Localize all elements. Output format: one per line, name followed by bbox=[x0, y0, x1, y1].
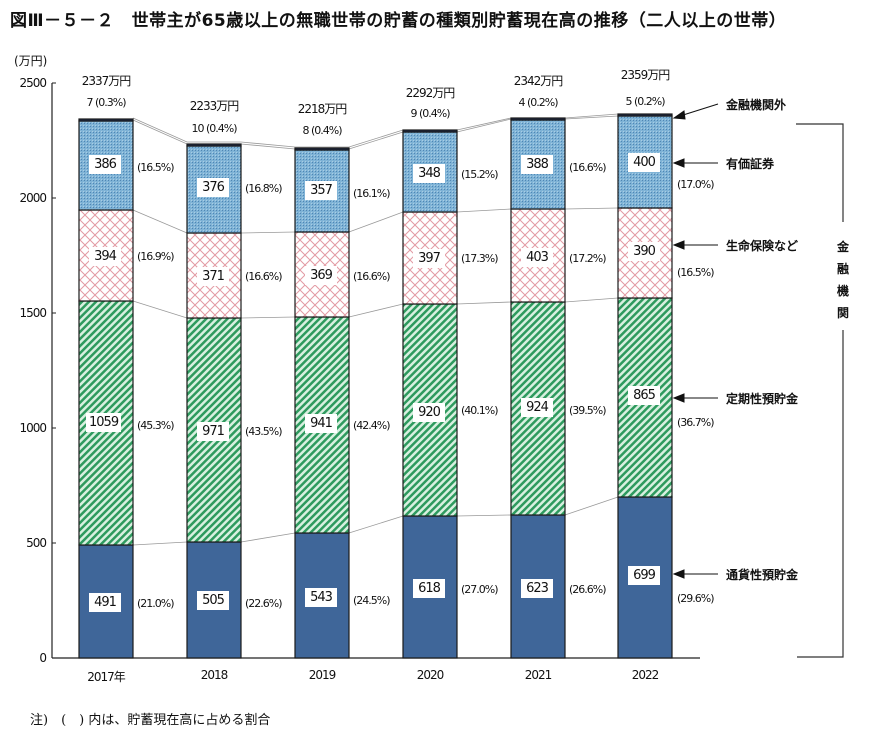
currency-value-2022: 699 bbox=[628, 566, 660, 585]
other-label-2021: 4 (0.2%) bbox=[518, 96, 558, 109]
insurance-pct-2019: (16.6%) bbox=[353, 270, 391, 283]
time-value-2022: 865 bbox=[628, 386, 660, 405]
chart-title: 図Ⅲ－５－２ 世帯主が65歳以上の無職世帯の貯蓄の種類別貯蓄現在高の推移（二人以… bbox=[10, 11, 787, 31]
footnote: 注) ( ) 内は、貯蓄現在高に占める割合 bbox=[30, 713, 271, 728]
time-pct-2017: (45.3%) bbox=[137, 419, 175, 432]
y-tick-1000: 1000 bbox=[19, 421, 47, 435]
y-tick-0: 0 bbox=[39, 651, 47, 665]
currency-pct-2017: (21.0%) bbox=[137, 597, 175, 610]
currency-pct-2021: (26.6%) bbox=[569, 583, 607, 596]
insurance-pct-2022: (16.5%) bbox=[677, 266, 715, 279]
other-label-2020: 9 (0.4%) bbox=[410, 107, 450, 120]
securities-value-2022: 400 bbox=[628, 153, 660, 172]
financial-institution-bracket-label: 金融機関 bbox=[836, 240, 849, 320]
time-pct-2021: (39.5%) bbox=[569, 404, 607, 417]
legend-non-financial: 金融機関外 bbox=[726, 98, 787, 112]
time-pct-2018: (43.5%) bbox=[245, 425, 283, 438]
legend-time-deposit: 定期性預貯金 bbox=[726, 392, 799, 406]
insurance-value-2017: 394 bbox=[89, 247, 121, 266]
x-label-2020: 2020 bbox=[416, 668, 445, 682]
currency-value-2019: 543 bbox=[305, 588, 337, 607]
securities-value-2021: 388 bbox=[521, 155, 553, 174]
securities-pct-2017: (16.5%) bbox=[137, 161, 175, 174]
y-tick-1500: 1500 bbox=[19, 306, 47, 320]
currency-pct-2019: (24.5%) bbox=[353, 594, 391, 607]
total-label-2021: 2342万円 bbox=[513, 74, 564, 88]
securities-value-2020: 348 bbox=[413, 164, 445, 183]
total-label-2017: 2337万円 bbox=[81, 74, 132, 88]
securities-pct-2022: (17.0%) bbox=[677, 178, 715, 191]
other-label-2019: 8 (0.4%) bbox=[302, 124, 342, 137]
currency-value-2018: 505 bbox=[197, 591, 229, 610]
securities-pct-2021: (16.6%) bbox=[569, 161, 607, 174]
y-axis-unit: (万円) bbox=[14, 54, 48, 68]
insurance-pct-2018: (16.6%) bbox=[245, 270, 283, 283]
insurance-value-2018: 371 bbox=[197, 267, 229, 286]
insurance-value-2020: 397 bbox=[413, 249, 445, 268]
securities-pct-2018: (16.8%) bbox=[245, 182, 283, 195]
time-value-2021: 924 bbox=[521, 398, 553, 417]
insurance-pct-2020: (17.3%) bbox=[461, 252, 499, 265]
time-value-2018: 971 bbox=[197, 422, 229, 441]
insurance-pct-2017: (16.9%) bbox=[137, 250, 175, 263]
time-pct-2022: (36.7%) bbox=[677, 416, 715, 429]
legend-currency-deposit: 通貨性預貯金 bbox=[726, 568, 799, 582]
time-value-2020: 920 bbox=[413, 403, 445, 422]
currency-value-2021: 623 bbox=[521, 579, 553, 598]
currency-pct-2018: (22.6%) bbox=[245, 597, 283, 610]
y-tick-2000: 2000 bbox=[19, 191, 47, 205]
insurance-value-2021: 403 bbox=[521, 248, 553, 267]
x-label-2022: 2022 bbox=[631, 668, 660, 682]
other-label-2022: 5 (0.2%) bbox=[625, 95, 665, 108]
time-pct-2019: (42.4%) bbox=[353, 419, 391, 432]
securities-value-2018: 376 bbox=[197, 178, 229, 197]
securities-value-2019: 357 bbox=[305, 181, 337, 200]
total-label-2020: 2292万円 bbox=[405, 86, 456, 100]
x-label-2021: 2021 bbox=[524, 668, 553, 682]
total-label-2019: 2218万円 bbox=[297, 102, 348, 116]
time-pct-2020: (40.1%) bbox=[461, 404, 499, 417]
x-label-2018: 2018 bbox=[200, 668, 229, 682]
x-label-2019: 2019 bbox=[308, 668, 337, 682]
currency-value-2017: 491 bbox=[89, 593, 121, 612]
legend-life-insurance: 生命保険など bbox=[726, 239, 799, 253]
securities-pct-2019: (16.1%) bbox=[353, 187, 391, 200]
other-label-2018: 10 (0.4%) bbox=[191, 122, 237, 135]
y-tick-2500: 2500 bbox=[19, 76, 47, 90]
insurance-pct-2021: (17.2%) bbox=[569, 252, 607, 265]
currency-pct-2022: (29.6%) bbox=[677, 592, 715, 605]
insurance-value-2019: 369 bbox=[305, 266, 337, 285]
x-label-2017: 2017年 bbox=[87, 670, 126, 684]
securities-value-2017: 386 bbox=[89, 155, 121, 174]
time-value-2017: 1059 bbox=[86, 413, 122, 432]
y-tick-500: 500 bbox=[26, 536, 47, 550]
insurance-value-2022: 390 bbox=[628, 242, 660, 261]
securities-pct-2020: (15.2%) bbox=[461, 168, 499, 181]
currency-pct-2020: (27.0%) bbox=[461, 583, 499, 596]
time-value-2019: 941 bbox=[305, 414, 337, 433]
total-label-2022: 2359万円 bbox=[620, 68, 671, 82]
other-label-2017: 7 (0.3%) bbox=[86, 96, 126, 109]
legend-securities: 有価証券 bbox=[726, 157, 775, 171]
total-label-2018: 2233万円 bbox=[189, 99, 240, 113]
currency-value-2020: 618 bbox=[413, 579, 445, 598]
